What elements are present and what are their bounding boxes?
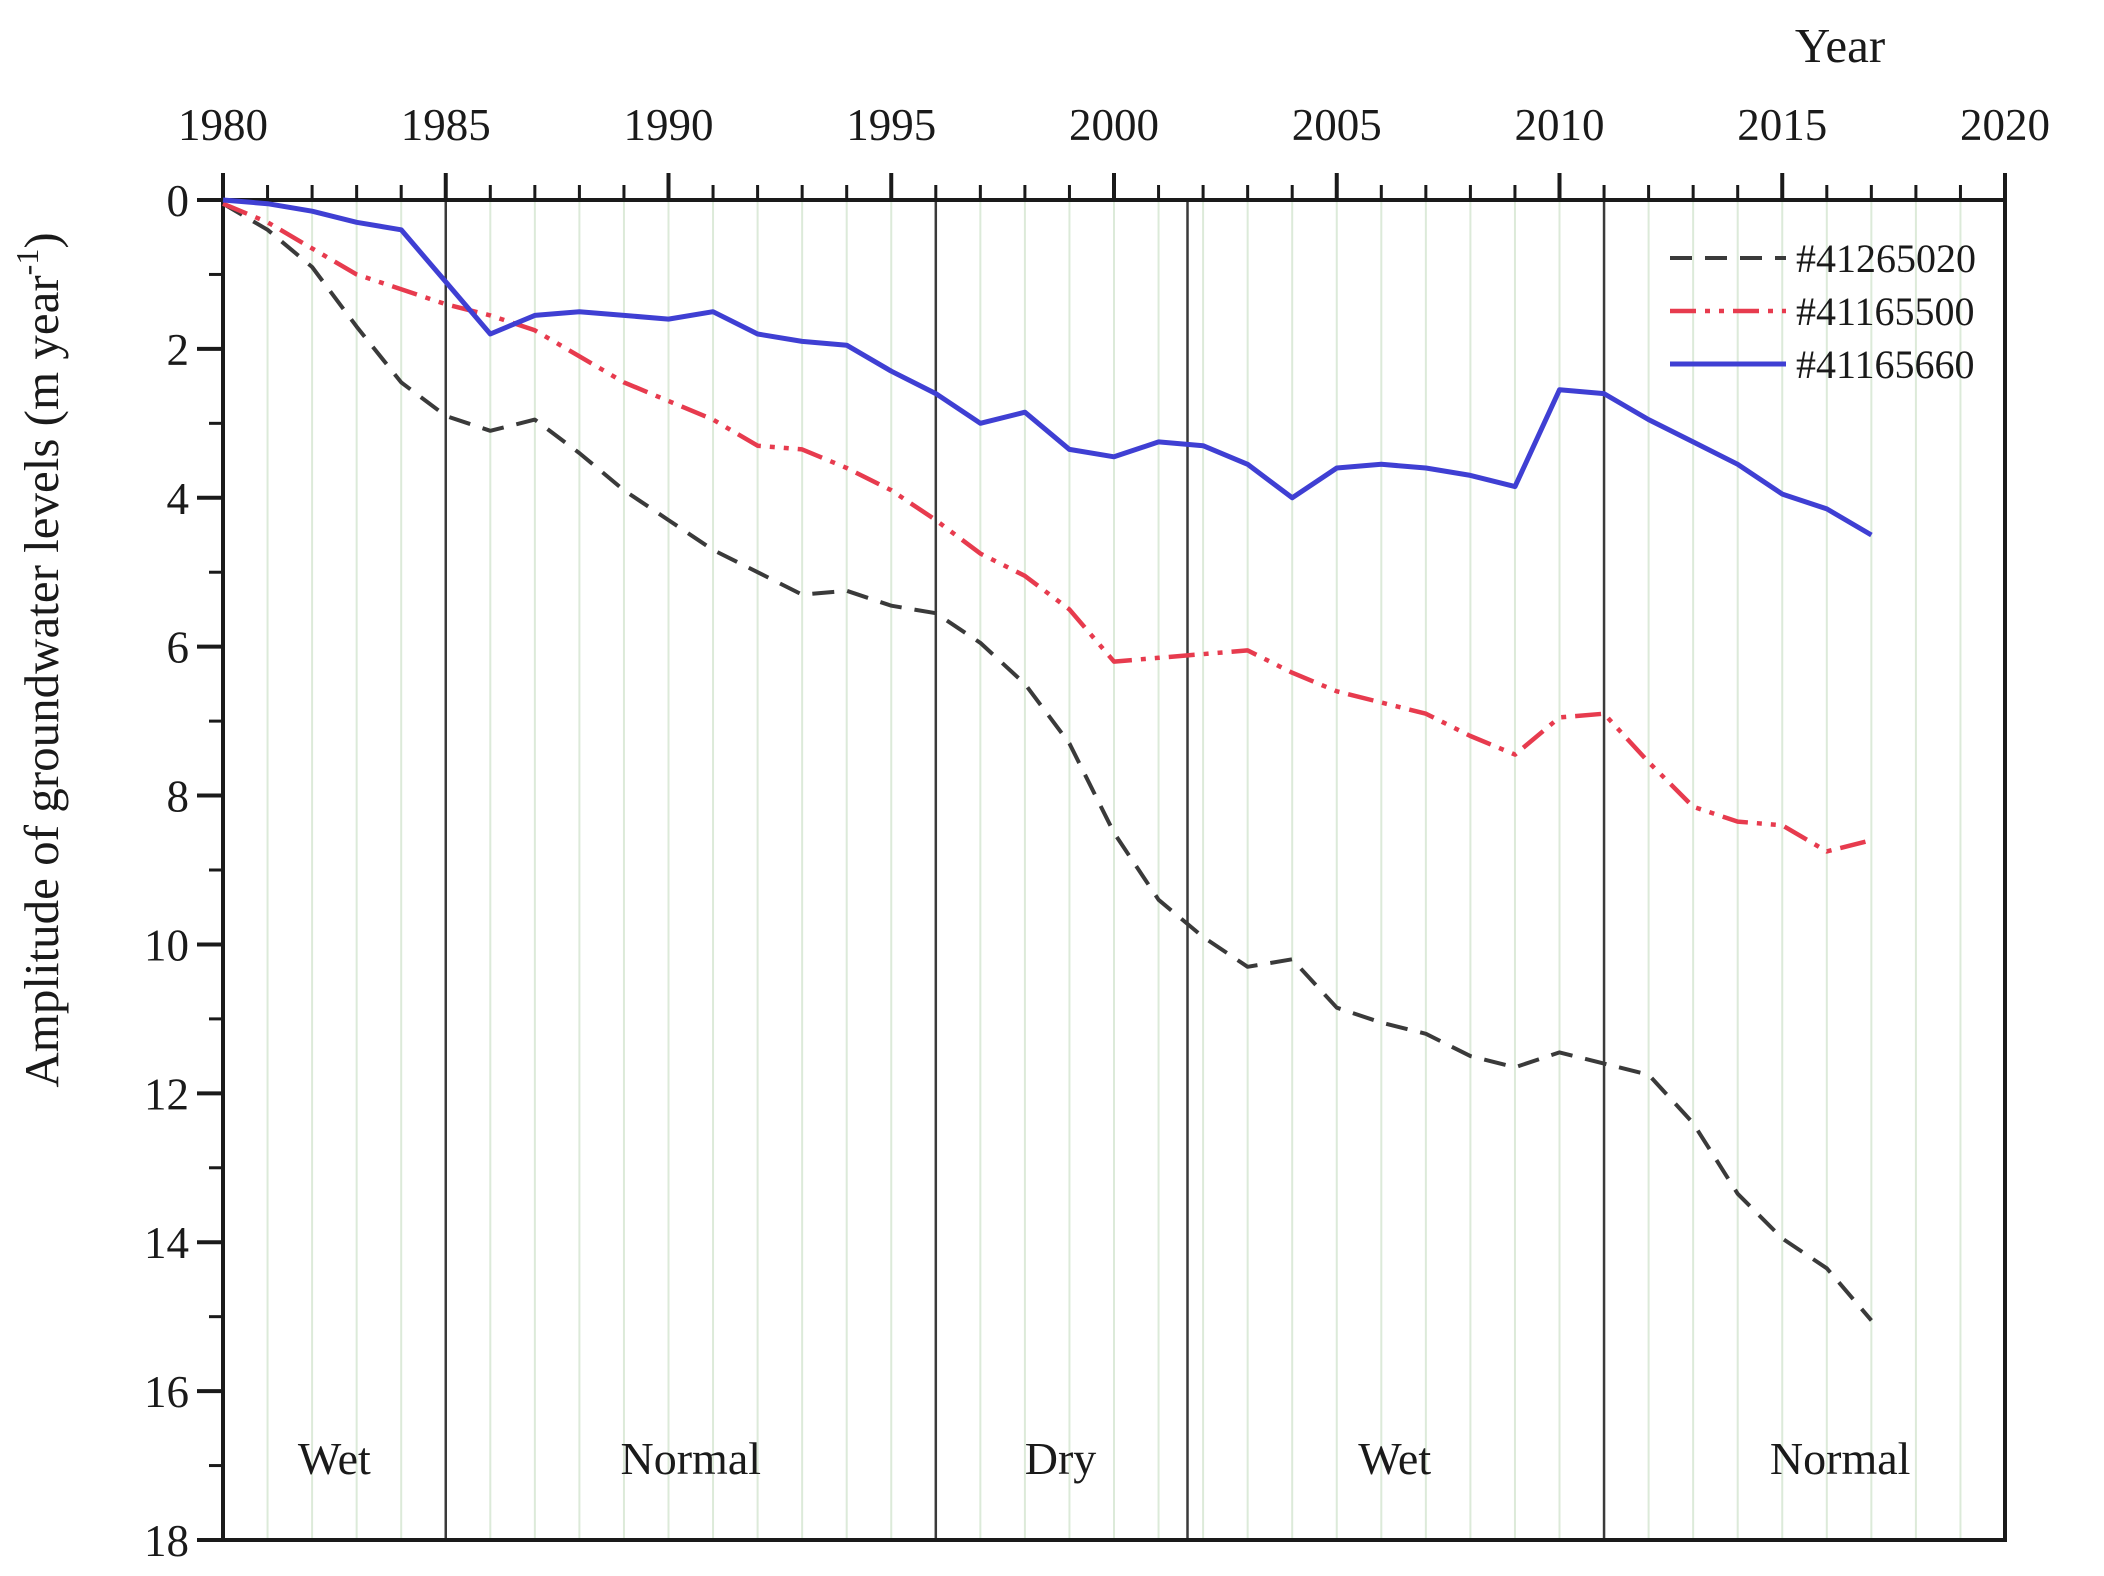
y-axis-title: Amplitude of groundwater levels (m year-… bbox=[9, 232, 69, 1087]
series-line-1 bbox=[222, 201, 1872, 854]
x-tick-label: 1990 bbox=[624, 100, 714, 150]
x-tick-label: 2000 bbox=[1069, 100, 1159, 150]
y-tick-label: 8 bbox=[167, 772, 190, 822]
plot-border bbox=[221, 198, 2007, 1542]
legend-label-1: #41165500 bbox=[1796, 289, 1975, 334]
y-tick-label: 6 bbox=[167, 623, 190, 673]
y-tick-label: 18 bbox=[144, 1516, 189, 1566]
x-tick-label: 2005 bbox=[1292, 100, 1382, 150]
x-tick-label: 1985 bbox=[401, 100, 491, 150]
section-label: Wet bbox=[298, 1433, 371, 1484]
x-tick-label: 1995 bbox=[846, 100, 936, 150]
y-tick-label: 16 bbox=[144, 1367, 189, 1417]
series-line-2 bbox=[222, 197, 1873, 538]
x-tick-label: 1980 bbox=[178, 100, 268, 150]
y-tick-label: 10 bbox=[144, 920, 189, 970]
legend: #41265020 #41165500 #41165660 bbox=[1670, 236, 1976, 387]
y-tick-label: 0 bbox=[167, 176, 190, 226]
x-tick-label: 2020 bbox=[1960, 100, 2050, 150]
x-tick-label: 2015 bbox=[1737, 100, 1827, 150]
section-labels: Wet Normal Dry Wet Normal bbox=[298, 1433, 1911, 1484]
y-tick-label: 14 bbox=[144, 1218, 189, 1268]
axis-tick-labels: 1980 1985 1990 1995 2000 2005 2010 2015 2020 0 2 4 6… bbox=[144, 100, 2050, 1566]
x-axis-title: Year bbox=[1795, 18, 1885, 73]
plot-frame bbox=[221, 198, 2007, 1542]
section-label: Normal bbox=[1770, 1433, 1911, 1484]
y-tick-label: 4 bbox=[167, 474, 190, 524]
axis-ticks bbox=[197, 173, 2007, 1542]
data-series bbox=[221, 197, 1873, 1322]
section-dividers bbox=[444, 200, 1606, 1540]
legend-label-2: #41165660 bbox=[1796, 342, 1975, 387]
series-line-0 bbox=[221, 201, 1873, 1322]
x-tick-label: 2010 bbox=[1515, 100, 1605, 150]
section-label: Dry bbox=[1025, 1433, 1097, 1484]
section-label: Normal bbox=[621, 1433, 762, 1484]
y-tick-label: 2 bbox=[167, 325, 190, 375]
year-gridlines bbox=[266, 202, 1962, 1538]
section-label: Wet bbox=[1358, 1433, 1431, 1484]
y-tick-label: 12 bbox=[144, 1069, 189, 1119]
legend-label-0: #41265020 bbox=[1796, 236, 1976, 281]
